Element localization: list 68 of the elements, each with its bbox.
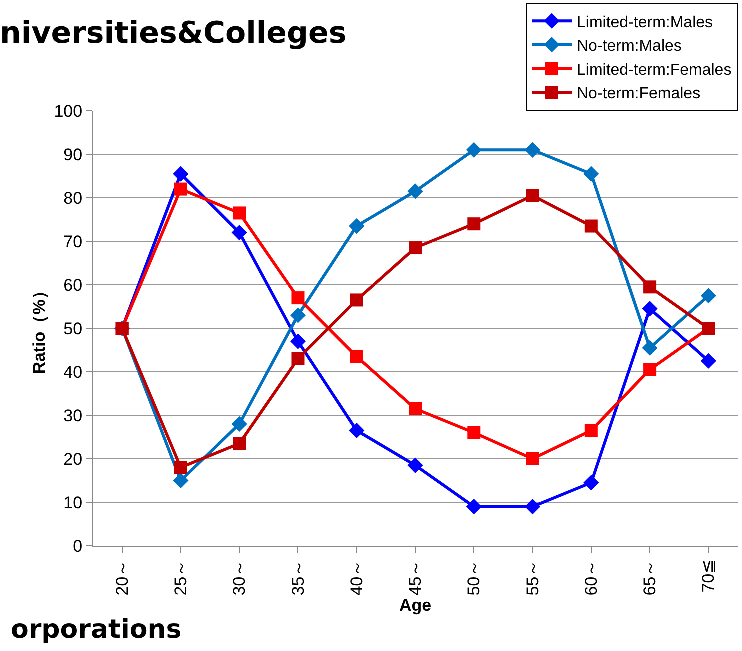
point bbox=[409, 242, 422, 255]
y-tick-label: 80 bbox=[64, 188, 83, 208]
point bbox=[173, 166, 189, 182]
point bbox=[408, 184, 424, 200]
x-tick-label: 20～ bbox=[112, 560, 132, 596]
point bbox=[233, 437, 246, 450]
point bbox=[466, 142, 482, 158]
point bbox=[292, 292, 305, 305]
point bbox=[174, 461, 188, 474]
point bbox=[232, 225, 248, 241]
point bbox=[584, 424, 598, 438]
x-axis-title: Age bbox=[399, 596, 432, 616]
y-tick-label: 70 bbox=[64, 232, 83, 252]
x-tick-label: 50～ bbox=[464, 560, 484, 596]
legend-label: No-term:Females bbox=[577, 86, 701, 103]
y-tick-label: 40 bbox=[64, 362, 83, 382]
legend-label: No-term:Males bbox=[577, 38, 682, 56]
point bbox=[173, 472, 189, 489]
point bbox=[526, 452, 540, 466]
x-tick-label: 45～ bbox=[406, 560, 426, 596]
chart-title: niversities&Colleges bbox=[0, 16, 347, 52]
legend-label: Limited-term:Males bbox=[577, 14, 714, 32]
point bbox=[642, 301, 658, 317]
y-tick-label: 60 bbox=[64, 276, 83, 295]
x-tick-label: 25～ bbox=[171, 560, 190, 596]
point bbox=[408, 458, 424, 474]
x-tick-label: 60～ bbox=[582, 560, 601, 596]
y-tick-label: 50 bbox=[64, 319, 83, 338]
point bbox=[468, 426, 481, 440]
point bbox=[644, 280, 657, 294]
y-tick-label: 90 bbox=[64, 145, 83, 164]
y-tick-label: 0 bbox=[73, 536, 83, 556]
x-tick-label: 65～ bbox=[640, 560, 660, 596]
x-tick-label: 40～ bbox=[347, 560, 366, 596]
point bbox=[349, 218, 365, 234]
point bbox=[644, 363, 657, 376]
point bbox=[524, 499, 541, 515]
y-tick-label: 10 bbox=[64, 493, 83, 512]
y-tick-label: 100 bbox=[54, 102, 83, 121]
point bbox=[290, 308, 306, 324]
point bbox=[468, 218, 481, 231]
y-tick-label: 30 bbox=[64, 406, 83, 426]
x-tick-label: 30～ bbox=[230, 560, 250, 596]
x-tick-label: 35～ bbox=[288, 560, 308, 596]
point bbox=[409, 402, 422, 416]
point bbox=[584, 220, 598, 233]
point bbox=[584, 166, 600, 182]
point bbox=[232, 416, 248, 432]
point bbox=[526, 189, 540, 202]
y-tick-label: 20 bbox=[64, 450, 83, 469]
x-tick-label: 55～ bbox=[523, 560, 542, 596]
point bbox=[642, 340, 658, 356]
point bbox=[174, 182, 188, 196]
point bbox=[700, 353, 716, 369]
point bbox=[233, 206, 246, 220]
y-axis-title: Ratio（%） bbox=[30, 282, 49, 374]
point bbox=[524, 142, 541, 158]
point bbox=[350, 350, 364, 364]
point bbox=[584, 475, 600, 491]
text: orporations bbox=[11, 615, 182, 645]
point bbox=[349, 422, 365, 439]
point bbox=[290, 334, 306, 350]
point bbox=[292, 352, 305, 366]
legend-label: Limited-term:Females bbox=[577, 62, 732, 79]
point bbox=[700, 288, 716, 304]
x-tick-label: 70≦ bbox=[699, 560, 718, 593]
point bbox=[466, 499, 482, 515]
point bbox=[350, 294, 364, 307]
